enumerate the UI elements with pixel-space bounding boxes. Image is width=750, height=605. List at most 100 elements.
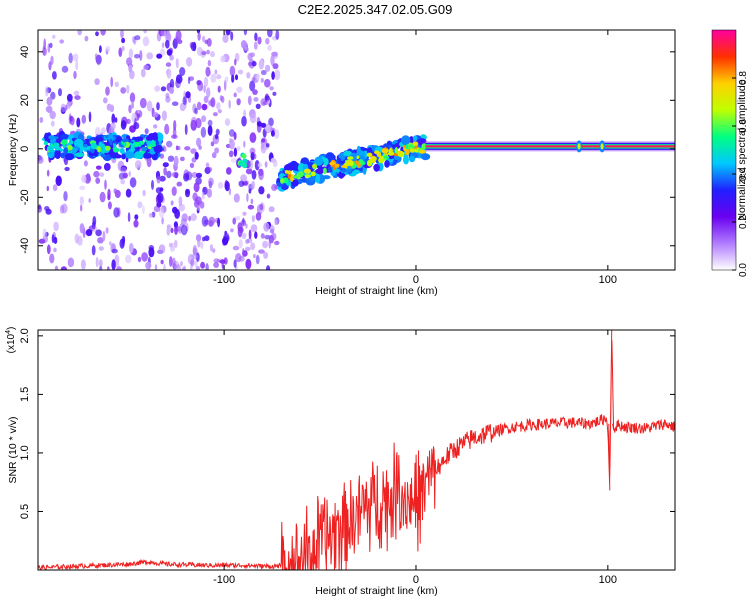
noise-speck — [46, 106, 52, 114]
noise-speck — [215, 128, 220, 136]
noise-speck — [269, 228, 275, 234]
snr-point — [377, 497, 378, 498]
noise-speck — [200, 261, 206, 269]
noise-speck — [142, 189, 146, 197]
noise-speck — [121, 45, 125, 52]
noise-speck — [120, 166, 127, 173]
noise-speck — [74, 95, 81, 100]
carrier-spike-core — [600, 143, 604, 150]
noise-speck — [63, 191, 68, 202]
noise-speck — [203, 95, 209, 104]
noise-speck — [159, 153, 165, 159]
noise-speck — [260, 122, 267, 128]
noise-speck — [105, 45, 111, 53]
noise-speck — [197, 32, 201, 41]
noise-speck — [201, 103, 208, 111]
noise-speck — [185, 171, 193, 181]
snr-point — [285, 565, 286, 566]
spectrogram-x-tick-label: 100 — [599, 274, 617, 286]
noise-speck — [256, 121, 262, 127]
noise-speck — [54, 265, 59, 270]
noise-speck — [81, 174, 87, 183]
signal-peak — [61, 139, 68, 145]
noise-speck — [243, 30, 248, 36]
noise-speck — [170, 246, 175, 252]
noise-speck — [209, 244, 213, 252]
snr-point — [617, 424, 618, 425]
noise-speck — [174, 239, 178, 248]
noise-speck — [165, 92, 170, 99]
signal-peak — [281, 179, 285, 183]
page-title: C2E2.2025.347.02.05.G09 — [297, 2, 453, 17]
noise-speck — [255, 212, 262, 221]
noise-speck — [240, 40, 247, 49]
noise-speck — [103, 97, 108, 104]
noise-speck — [183, 265, 186, 270]
noise-speck — [226, 167, 232, 175]
noise-speck — [207, 119, 213, 127]
noise-speck — [167, 155, 175, 162]
signal-peak — [75, 145, 79, 151]
noise-speck — [59, 39, 64, 44]
signal-peak — [356, 155, 360, 160]
signal-peak — [303, 168, 311, 174]
noise-speck — [258, 186, 265, 195]
noise-speck — [64, 166, 70, 172]
noise-speck — [270, 157, 276, 163]
noise-speck — [224, 76, 229, 83]
noise-speck — [118, 47, 123, 57]
noise-speck — [146, 156, 152, 168]
noise-speck — [175, 58, 179, 69]
noise-speck — [72, 53, 79, 62]
noise-speck — [75, 59, 79, 71]
noise-speck — [242, 248, 245, 257]
signal-blob — [121, 154, 126, 160]
signal-blob — [401, 135, 411, 146]
noise-speck — [134, 35, 141, 41]
noise-speck — [94, 78, 100, 86]
noise-speck — [272, 63, 279, 70]
noise-speck — [213, 262, 220, 268]
noise-speck — [222, 33, 229, 44]
noise-speck — [228, 129, 235, 137]
noise-speck — [131, 101, 135, 109]
noise-speck — [250, 198, 254, 204]
signal-blob — [314, 156, 324, 166]
noise-speck — [172, 257, 176, 268]
noise-speck — [148, 247, 155, 258]
noise-speck — [253, 254, 256, 259]
signal-blob — [134, 151, 144, 160]
signal-peak — [387, 151, 395, 156]
signal-blob — [60, 152, 66, 159]
snr-point — [665, 423, 666, 424]
noise-speck — [275, 30, 280, 40]
signal-peak — [83, 143, 88, 148]
noise-speck — [197, 238, 201, 248]
noise-speck — [265, 37, 270, 45]
snr-point — [569, 422, 570, 423]
signal-peak — [382, 155, 390, 159]
noise-speck — [271, 232, 277, 241]
noise-speck — [68, 52, 73, 64]
noise-speck — [194, 107, 198, 115]
snr-point — [607, 427, 608, 428]
noise-speck — [206, 188, 212, 198]
noise-speck — [97, 237, 104, 244]
snr-point — [444, 458, 445, 459]
noise-speck — [143, 64, 149, 70]
noise-speck — [207, 59, 212, 67]
signal-blob — [384, 160, 390, 168]
noise-speck — [258, 249, 265, 254]
noise-speck — [203, 76, 209, 88]
noise-speck — [184, 146, 191, 151]
noise-speck — [201, 191, 205, 200]
noise-speck — [267, 30, 273, 38]
snr-point — [511, 427, 512, 428]
noise-speck — [95, 31, 99, 37]
signal-peak — [97, 146, 101, 153]
noise-speck — [193, 199, 201, 208]
noise-speck — [167, 224, 172, 230]
noise-speck — [237, 69, 244, 75]
noise-speck — [263, 222, 270, 232]
noise-speck — [233, 259, 237, 268]
